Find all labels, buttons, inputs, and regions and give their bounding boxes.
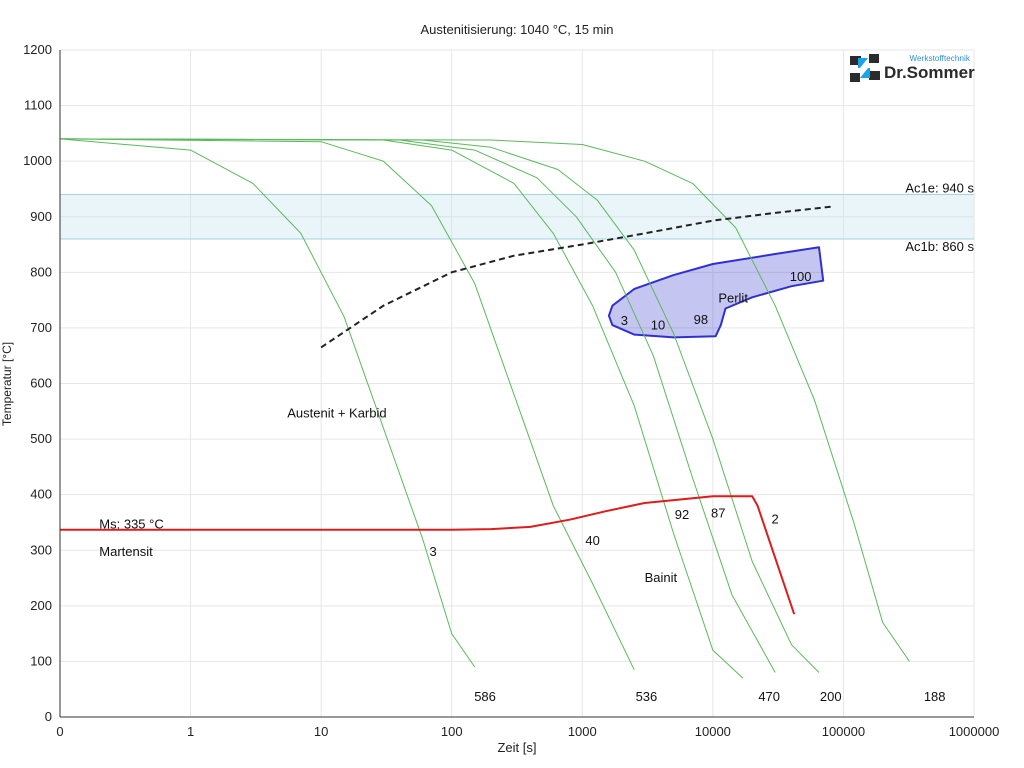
annotation-label: 3 — [429, 544, 436, 559]
axes: 0100200300400500600700800900100011001200… — [23, 42, 999, 739]
annotation-label: Martensit — [99, 544, 153, 559]
annotation-label: 188 — [924, 689, 946, 704]
y-tick-label: 400 — [30, 487, 52, 502]
cooling-curve — [59, 138, 635, 671]
x-tick-label: 10000 — [695, 724, 731, 739]
x-tick-label: 1000 — [568, 724, 597, 739]
annotations: 3 10 98 100 Perlit Austenit + Karbid Ms: 335 °… — [99, 269, 945, 704]
annotation-label: 2 — [772, 512, 779, 527]
y-tick-label: 1200 — [23, 42, 52, 57]
region-perlit — [607, 246, 825, 339]
y-axis-label: Temperatur [°C] — [0, 342, 14, 426]
y-tick-label: 500 — [30, 431, 52, 446]
annotation-label: Austenit + Karbid — [287, 406, 386, 421]
annotation-label: 200 — [820, 689, 842, 704]
annotation-label: 87 — [711, 506, 725, 521]
cooling-curve — [59, 138, 910, 662]
y-tick-label: 900 — [30, 209, 52, 224]
ac1e-label: Ac1e: 940 s — [905, 181, 974, 196]
annotation-label: 470 — [758, 689, 780, 704]
grid-lines — [59, 49, 975, 718]
x-tick-label: 1 — [187, 724, 194, 739]
y-tick-label: 600 — [30, 376, 52, 391]
y-tick-label: 200 — [30, 598, 52, 613]
annotation-label: 92 — [675, 507, 689, 522]
y-tick-label: 1100 — [24, 98, 52, 113]
x-tick-label: 10 — [314, 724, 328, 739]
y-tick-label: 0 — [45, 709, 52, 724]
y-tick-label: 100 — [30, 653, 52, 668]
x-tick-label: 100 — [441, 724, 463, 739]
cooling-curve — [59, 138, 776, 673]
annotation-label: Ms: 335 °C — [99, 517, 163, 532]
regions — [607, 246, 825, 339]
ac-band — [60, 194, 974, 239]
chart-title: Austenitisierung: 1040 °C, 15 min — [420, 22, 613, 37]
annotation-label: 40 — [585, 533, 599, 548]
ac1b-label: Ac1b: 860 s — [905, 239, 974, 254]
x-tick-label: 0 — [56, 724, 63, 739]
x-axis-label: Zeit [s] — [497, 740, 536, 755]
annotation-label: 586 — [474, 689, 496, 704]
series — [59, 138, 910, 679]
x-tick-label: 1000000 — [949, 724, 1000, 739]
x-tick-label: 100000 — [822, 724, 865, 739]
cooling-curve — [59, 138, 476, 668]
annotation-label: Bainit — [645, 570, 678, 585]
annotation-label: 98 — [694, 312, 708, 327]
y-tick-label: 700 — [30, 320, 52, 335]
annotation-label: 10 — [651, 318, 665, 333]
logo-subtitle: Werkstofftechnik — [909, 54, 970, 63]
cooling-curve — [59, 138, 820, 673]
annotation-label: 536 — [636, 689, 658, 704]
logo-mark-icon — [850, 54, 880, 82]
y-tick-label: 1000 — [23, 153, 52, 168]
annotation-label: 3 — [621, 313, 628, 328]
cooling-curve — [59, 138, 744, 679]
annotation-label: 100 — [790, 269, 812, 284]
brand-logo: Werkstofftechnik Dr.Sommer — [850, 54, 975, 84]
ms-line — [60, 495, 796, 615]
logo-name: Dr.Sommer — [884, 63, 975, 82]
y-tick-label: 300 — [30, 542, 52, 557]
ac1-curve — [320, 205, 831, 349]
annotation-label: Perlit — [718, 290, 748, 305]
y-tick-label: 800 — [30, 264, 52, 279]
